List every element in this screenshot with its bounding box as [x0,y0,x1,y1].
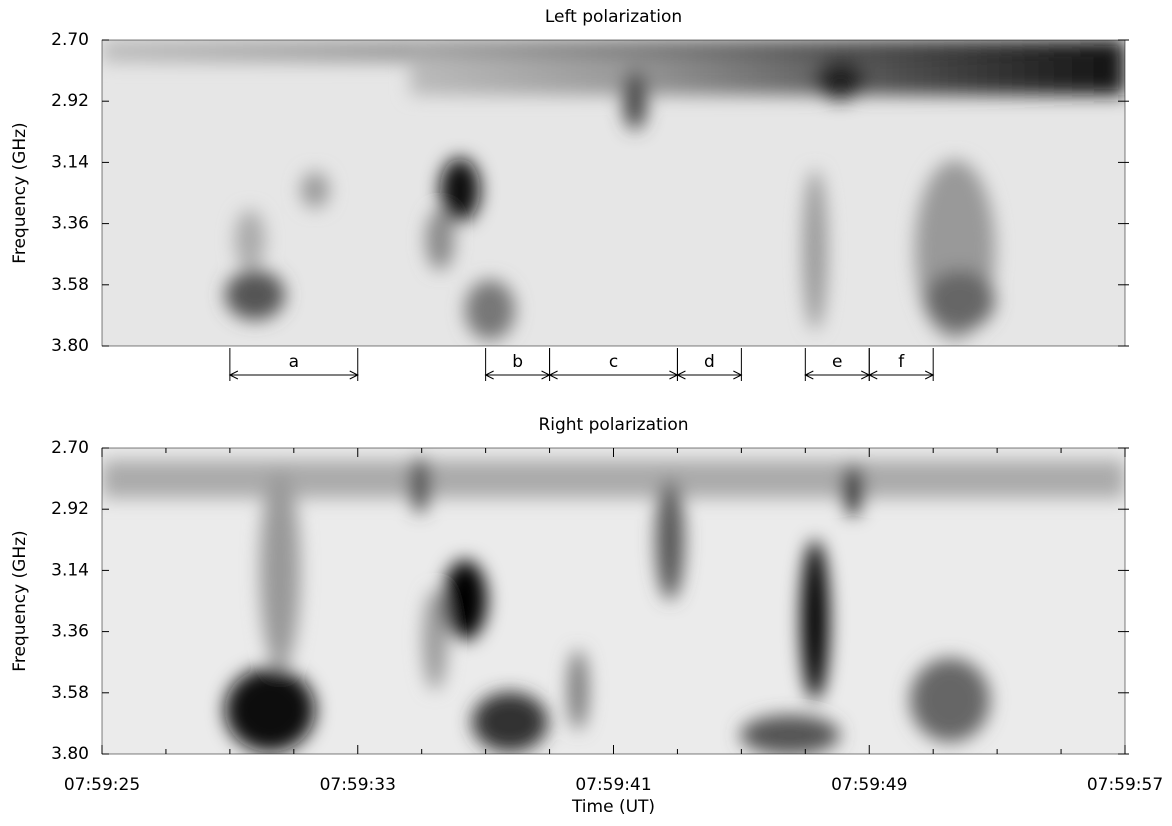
y-tick-label: 3.58 [51,683,89,703]
y-axis-label: Frequency (GHz) [10,530,30,671]
y-tick-label: 3.14 [51,152,89,172]
y-tick-label: 2.92 [51,91,89,111]
x-tick-label: 07:59:33 [320,775,396,795]
y-axis-label: Frequency (GHz) [10,122,30,263]
arrow-head [868,370,935,380]
y-tick-label: 3.80 [51,336,89,356]
x-tick-label: 07:59:25 [64,775,140,795]
spectrogram-right [102,448,1125,754]
y-tick-label: 3.36 [51,622,89,642]
y-tick-label: 3.58 [51,275,89,295]
y-tick-label: 3.80 [51,744,89,764]
y-tick-label: 3.36 [51,214,89,234]
y-tick-label: 2.70 [51,438,89,458]
arrow-head [676,370,743,380]
interval-label: d [704,352,715,372]
arrow-head [228,370,359,380]
panel-title: Left polarization [545,7,682,27]
panel-title: Right polarization [538,415,688,435]
plot-frame [101,39,1126,347]
x-tick-label: 07:59:49 [831,775,907,795]
x-tick-label: 07:59:57 [1087,775,1163,795]
interval-label: b [512,352,523,372]
y-tick-label: 2.70 [51,30,89,50]
x-axis-label: Time (UT) [571,797,655,817]
interval-label: c [609,352,618,372]
x-tick-label: 07:59:41 [575,775,651,795]
interval-label: f [898,352,905,372]
spectrogram-left [102,40,1125,346]
y-tick-label: 2.92 [51,499,89,519]
interval-label: a [289,352,299,372]
interval-label: e [832,352,842,372]
y-tick-label: 3.14 [51,560,89,580]
